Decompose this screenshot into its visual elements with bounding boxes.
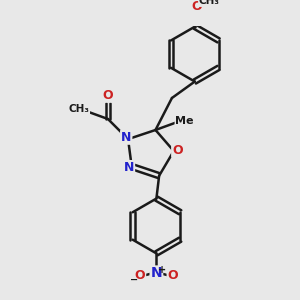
- Text: N: N: [121, 131, 131, 144]
- Text: +: +: [158, 265, 166, 275]
- Text: CH₃: CH₃: [199, 0, 220, 6]
- Text: O: O: [103, 89, 113, 102]
- Text: CH₃: CH₃: [68, 104, 89, 114]
- Text: O: O: [167, 269, 178, 282]
- Text: N: N: [124, 161, 134, 174]
- Text: O: O: [135, 269, 145, 282]
- Text: O: O: [172, 144, 183, 157]
- Text: O: O: [191, 0, 202, 13]
- Text: N: N: [151, 266, 162, 280]
- Text: Me: Me: [176, 116, 194, 126]
- Text: −: −: [130, 275, 139, 285]
